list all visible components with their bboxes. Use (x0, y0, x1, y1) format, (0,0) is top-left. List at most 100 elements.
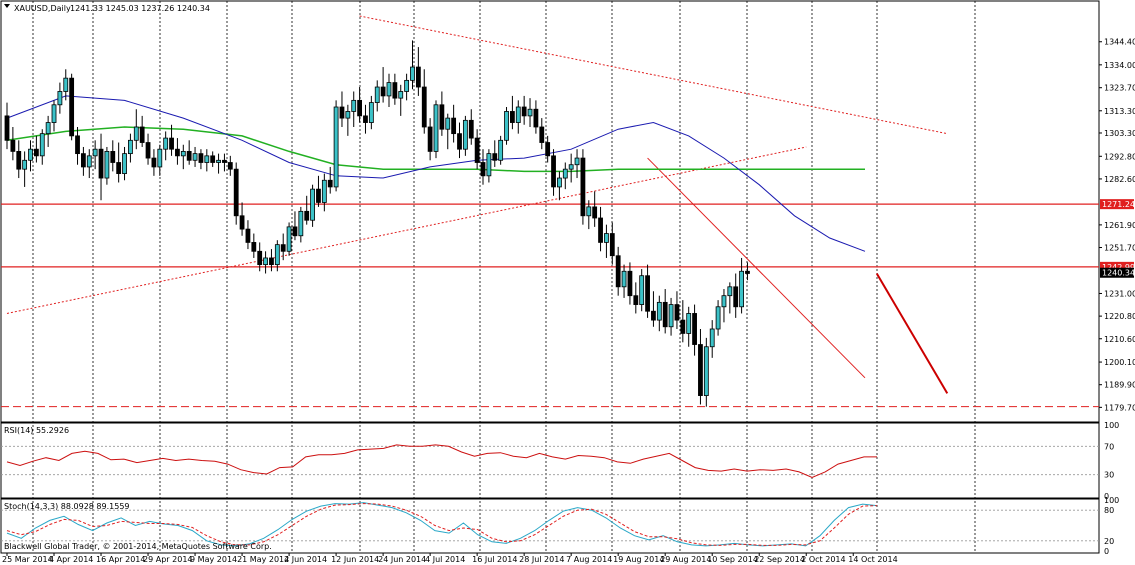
candle-body (80, 153, 86, 168)
candle-body (539, 126, 545, 143)
candle-body (368, 102, 374, 123)
falling-trendline (647, 157, 866, 379)
candle-body (110, 151, 116, 163)
candle (4, 102, 10, 150)
candle (327, 166, 333, 194)
candle-body (633, 295, 639, 305)
y-tick-label: 1242.99 (1102, 263, 1135, 272)
candle-body (198, 153, 204, 163)
candle (457, 122, 462, 159)
y-tick-label: 1231.00 (1104, 289, 1135, 298)
stoch-y-tick: 0 (1104, 547, 1109, 556)
candle (468, 109, 474, 145)
candle-body (298, 210, 304, 237)
candle (227, 155, 233, 176)
candle (169, 124, 174, 156)
y-tick-label: 1292.80 (1104, 152, 1135, 161)
candle-body (433, 104, 439, 152)
candle (380, 67, 386, 103)
candle-body (192, 153, 198, 161)
candle-body (116, 162, 122, 175)
candle-body (92, 148, 98, 157)
candle (86, 149, 92, 179)
candle-body (680, 319, 686, 334)
x-tick-label: 10 Sep 2014 (707, 555, 758, 564)
candle (739, 257, 744, 314)
candle-body (521, 106, 527, 117)
candle-body (304, 210, 310, 221)
candle (439, 91, 445, 136)
candle (122, 146, 127, 181)
candle-body (527, 108, 533, 117)
candle-body (439, 104, 445, 130)
candle-body (316, 188, 321, 203)
candle-body (580, 157, 586, 217)
candle (645, 264, 650, 318)
candle-body (609, 233, 615, 257)
y-tick-label: 1271.24 (1102, 200, 1135, 209)
candle (357, 87, 363, 123)
candle-body (374, 86, 380, 103)
candle (462, 115, 468, 156)
y-tick-label: 1261.90 (1104, 221, 1135, 230)
candle-body (180, 151, 186, 157)
candle-body (274, 244, 280, 266)
candle-body (157, 148, 163, 168)
candle (98, 133, 104, 201)
candle-body (715, 306, 721, 330)
candle-body (398, 91, 404, 99)
x-tick-label: 29 Aug 2014 (660, 555, 711, 564)
candle (33, 135, 39, 163)
candle-body (33, 148, 39, 157)
candle (574, 149, 580, 179)
candle-body (251, 242, 257, 252)
candle-body (357, 99, 363, 117)
candle-body (22, 159, 28, 170)
candle (339, 91, 345, 127)
candle (45, 115, 51, 147)
candle-body (721, 295, 727, 308)
candle-body (445, 117, 451, 130)
candle (180, 144, 186, 170)
ohlc-label: 1241.33 1245.03 1237.26 1240.34 (70, 4, 210, 13)
candle-body (351, 99, 357, 112)
candle-body (727, 286, 733, 297)
candle-body (421, 86, 427, 128)
candle (445, 113, 451, 150)
candle (251, 233, 257, 258)
price-level-tag (1100, 261, 1134, 272)
x-tick-label: 14 Oct 2014 (848, 555, 897, 564)
x-tick-label: 28 Jul 2014 (519, 555, 564, 564)
candle (709, 320, 715, 358)
candle (698, 328, 703, 405)
candle-body (151, 157, 157, 168)
candle (104, 146, 110, 185)
candle-body (668, 304, 674, 328)
candle-body (286, 226, 292, 252)
candle-body (345, 111, 351, 119)
candle (427, 118, 433, 161)
candle (374, 80, 380, 112)
triangle-down-icon[interactable] (4, 4, 10, 8)
candle (69, 73, 75, 141)
candle-body (139, 126, 145, 143)
candle-body (709, 328, 715, 348)
candle (128, 133, 133, 163)
candle-body (380, 86, 386, 97)
candle-body (698, 344, 703, 396)
candle (75, 126, 80, 165)
candle-body (10, 139, 16, 152)
candles-group (4, 40, 750, 407)
candle (233, 162, 239, 225)
candle-body (656, 301, 662, 321)
candle (509, 95, 515, 130)
candle-body (651, 310, 656, 321)
candle-body (427, 126, 433, 152)
candle-body (39, 133, 45, 157)
candle-body (204, 155, 210, 163)
candle-body (392, 82, 398, 99)
rsi-panel (0, 422, 1100, 499)
candle-body (175, 148, 180, 157)
